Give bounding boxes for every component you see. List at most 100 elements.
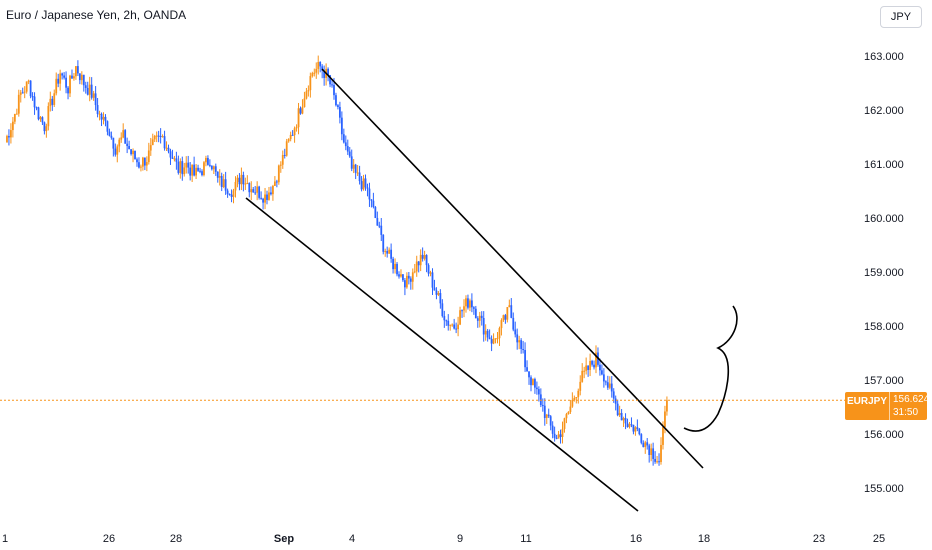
lower-trendline[interactable] [245, 197, 639, 512]
candle-body [437, 293, 440, 295]
candle-body [368, 188, 371, 200]
candle-body [88, 84, 91, 95]
candle-body [185, 162, 188, 168]
candle-body [346, 146, 349, 152]
candle-body [545, 414, 548, 418]
candle-body [595, 352, 597, 368]
candle-body [337, 105, 339, 107]
candle-body [102, 116, 105, 120]
candle-body [518, 340, 521, 343]
candle-body [37, 107, 40, 120]
candle-body [126, 143, 129, 147]
candle-body [411, 272, 414, 282]
currency-button[interactable]: JPY [880, 6, 922, 28]
candle-body [301, 107, 304, 114]
candle-body [634, 427, 637, 432]
candle-body [132, 150, 134, 155]
upper-trendline[interactable] [321, 68, 704, 469]
x-tick-label: 28 [170, 533, 182, 545]
candle-body [145, 162, 148, 166]
candle-body [386, 251, 389, 254]
x-tick-label: 4 [349, 533, 355, 545]
candle-body [100, 113, 103, 120]
candle-body [561, 428, 564, 437]
candle-body [49, 98, 52, 107]
candle-body [335, 95, 337, 106]
candle-body [494, 338, 497, 340]
candle-body [447, 320, 450, 326]
candle-body [295, 127, 298, 129]
candle-body [374, 206, 377, 218]
candle-body [307, 90, 310, 92]
candle-body [630, 424, 633, 426]
candle-body [541, 404, 544, 406]
candle-body [524, 350, 526, 368]
candle-body [549, 416, 552, 426]
candle-body [445, 320, 448, 322]
candle-body [610, 383, 613, 392]
candle-body [299, 108, 302, 114]
candle-body [285, 141, 288, 156]
candle-body [114, 148, 117, 155]
candle-body [63, 75, 65, 78]
candle-body [476, 318, 479, 321]
candle-body [372, 200, 375, 207]
x-tick-label: 16 [630, 533, 642, 545]
candle-body [55, 78, 58, 94]
candle-body [459, 310, 461, 325]
candle-body [441, 303, 444, 317]
candle-body [210, 165, 213, 170]
candle-body [366, 187, 369, 189]
candle-body [392, 258, 394, 270]
candle-body [203, 162, 205, 176]
y-tick-label: 156.000 [864, 429, 904, 441]
candle-body [232, 190, 235, 197]
candle-body [13, 113, 16, 122]
candle-body [626, 423, 629, 428]
candle-body [516, 334, 519, 343]
candle-body [197, 167, 199, 171]
candle-body [333, 84, 335, 96]
candle-body [409, 278, 412, 282]
candle-body [108, 131, 111, 136]
candle-body [567, 411, 570, 415]
candle-body [246, 183, 249, 185]
candle-body [252, 189, 255, 193]
candle-body [484, 330, 487, 335]
candle-body [354, 164, 357, 173]
candle-body [571, 399, 574, 407]
candle-body [402, 274, 404, 281]
candle-body [577, 390, 580, 398]
candle-body [559, 434, 562, 437]
candle-body [273, 181, 276, 186]
candle-body [455, 328, 458, 330]
candle-body [35, 107, 38, 109]
candle-body [587, 365, 590, 370]
candle-body [222, 179, 225, 187]
candle-body [122, 130, 125, 138]
candle-body [199, 170, 201, 172]
candle-body [10, 130, 12, 138]
candle-body [439, 293, 442, 304]
candle-body [496, 338, 499, 340]
y-tick-label: 158.000 [864, 321, 904, 333]
candle-body [177, 161, 180, 173]
candle-body [323, 70, 326, 78]
candle-body [415, 261, 418, 272]
candle-body [451, 324, 454, 326]
candle-body [25, 81, 28, 92]
candle-body [465, 298, 467, 307]
candle-body [593, 364, 595, 368]
candle-body [163, 136, 166, 149]
candle-body [59, 73, 62, 84]
candle-body [498, 328, 501, 339]
candle-body [258, 186, 261, 198]
candle-body [96, 105, 99, 114]
candle-body [419, 254, 422, 266]
candle-body [207, 158, 209, 165]
candle-body [360, 181, 363, 190]
candle-body [616, 403, 619, 416]
candle-body [563, 418, 566, 429]
curly-brace[interactable] [683, 305, 738, 432]
